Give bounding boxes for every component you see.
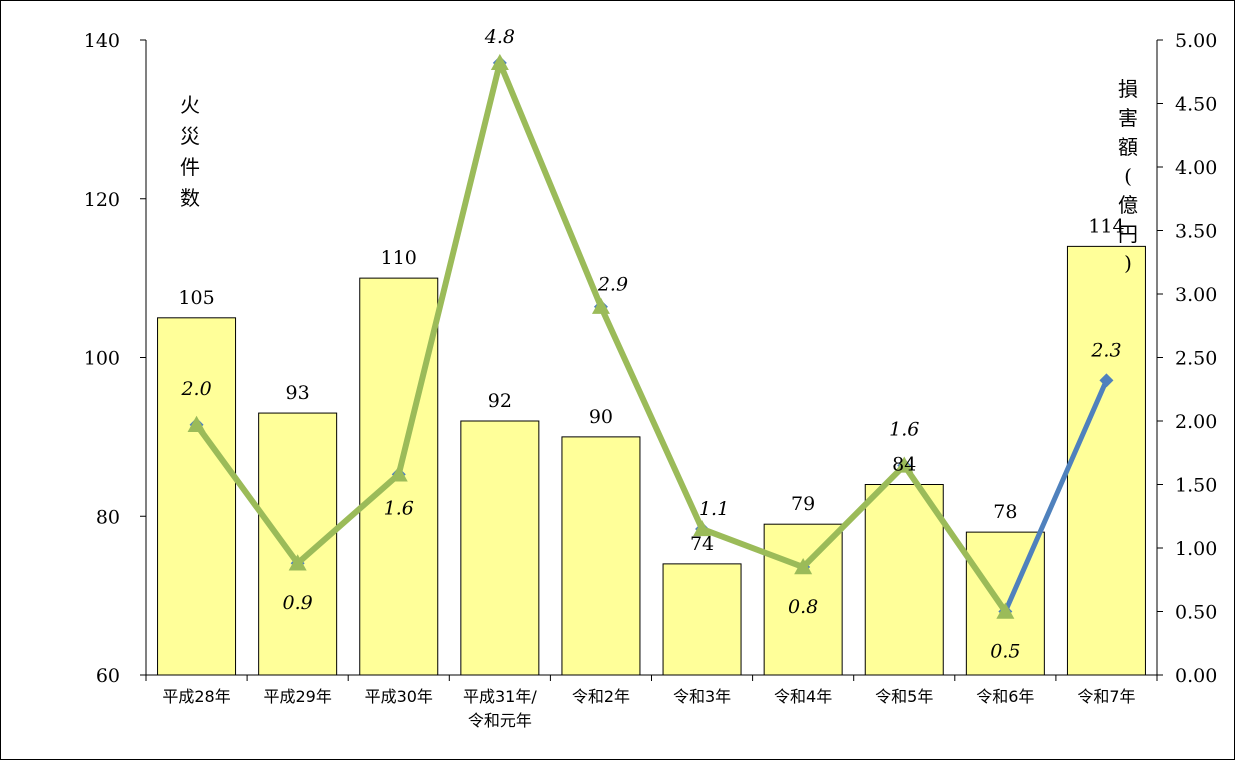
y-axis-title-char: 災 bbox=[180, 124, 200, 148]
triangle-marker bbox=[288, 554, 307, 571]
triangle-marker bbox=[490, 53, 509, 71]
x-tick-label: 令和元年 bbox=[468, 711, 532, 730]
bar bbox=[460, 420, 540, 676]
bar-value-label: 90 bbox=[589, 406, 613, 428]
bar-value-label: 114 bbox=[1088, 215, 1124, 237]
triangle-marker bbox=[389, 465, 408, 482]
diamond-marker bbox=[1099, 373, 1114, 388]
labels-layer: 105 93 110 92 90 74 79 84 78 114 2.0 0.9 1.6 4.8 2.9 1.… bbox=[178, 26, 1124, 663]
bar bbox=[561, 436, 641, 676]
x-tick-label: 平成31年/ bbox=[463, 687, 537, 706]
y2-axis-title-char: 億 bbox=[1118, 193, 1138, 217]
triangle-marker bbox=[895, 456, 914, 473]
bar-value-label: 78 bbox=[993, 501, 1017, 523]
x-tick-label: 平成30年 bbox=[365, 687, 433, 706]
y-tick-label: 60 bbox=[96, 665, 120, 687]
bar-value-label: 74 bbox=[690, 533, 714, 555]
bar bbox=[763, 523, 843, 676]
y2-tick-label: 4.00 bbox=[1175, 157, 1217, 179]
y2-axis-title-char: 損 bbox=[1118, 77, 1138, 101]
line-value-label: 1.1 bbox=[699, 498, 729, 520]
y2-tick-label: 3.50 bbox=[1175, 221, 1217, 243]
lines-layer bbox=[187, 53, 1114, 619]
y-axis-title-char: 件 bbox=[180, 155, 200, 179]
y-tick-label: 140 bbox=[84, 30, 120, 52]
triangle-marker bbox=[187, 415, 206, 433]
triangle-marker bbox=[794, 558, 813, 575]
line-value-label: 0.9 bbox=[283, 592, 313, 614]
bar-value-label: 105 bbox=[178, 287, 214, 309]
x-tick-label: 令和3年 bbox=[673, 687, 731, 706]
y-tick-label: 100 bbox=[84, 348, 120, 370]
y2-tick-label: 3.00 bbox=[1175, 284, 1217, 306]
axes-layer: 60 80 100 120 140 0.00 0.50 1.00 1.50 2.00 2.50 3.0… bbox=[84, 30, 1218, 730]
y-axis-title: 火災件数 bbox=[180, 93, 200, 210]
y2-tick-label: 4.50 bbox=[1175, 94, 1217, 116]
bar bbox=[662, 563, 742, 676]
x-tick-label: 平成29年 bbox=[263, 687, 331, 706]
y2-axis-title: 損害額 ( 億円) bbox=[1118, 77, 1138, 275]
y2-tick-label: 2.50 bbox=[1175, 348, 1217, 370]
y2-axis-title-char: 害 bbox=[1118, 106, 1138, 130]
line-value-label: 1.6 bbox=[889, 418, 919, 440]
y2-axis-title-char: ( bbox=[1124, 164, 1132, 188]
x-tick-label: 令和5年 bbox=[875, 687, 933, 706]
triangle-marker bbox=[996, 602, 1015, 619]
y2-axis-title-char: ) bbox=[1124, 251, 1132, 275]
x-tick-label: 令和4年 bbox=[774, 687, 832, 706]
y2-axis-title-char: 額 bbox=[1118, 135, 1138, 159]
bar-value-label: 79 bbox=[791, 493, 815, 515]
triangle-marker bbox=[591, 297, 610, 314]
bar bbox=[258, 412, 338, 676]
y-axis-title-char: 火 bbox=[180, 93, 200, 117]
bar bbox=[157, 317, 237, 676]
y-tick-label: 120 bbox=[84, 189, 120, 211]
y2-tick-label: 5.00 bbox=[1175, 30, 1217, 52]
x-tick-label: 令和6年 bbox=[976, 687, 1034, 706]
x-tick-label: 令和7年 bbox=[1077, 687, 1135, 706]
line-value-label: 2.3 bbox=[1090, 339, 1121, 361]
y-axis-title-char: 数 bbox=[180, 186, 200, 210]
y2-axis-title-char: 円 bbox=[1118, 222, 1138, 246]
x-tick-label: 令和2年 bbox=[572, 687, 630, 706]
line-value-label: 2.0 bbox=[180, 378, 211, 400]
bar-value-label: 84 bbox=[892, 454, 916, 476]
y2-tick-label: 0.50 bbox=[1175, 602, 1217, 624]
line-value-label: 1.6 bbox=[384, 497, 414, 519]
line-value-label: 0.5 bbox=[990, 641, 1020, 663]
x-tick-label: 平成28年 bbox=[162, 687, 230, 706]
bar-value-label: 93 bbox=[286, 382, 310, 404]
y2-tick-label: 1.50 bbox=[1175, 475, 1217, 497]
triangle-marker bbox=[693, 519, 712, 537]
bar-value-label: 92 bbox=[488, 390, 512, 412]
y2-tick-label: 1.00 bbox=[1175, 538, 1217, 560]
y2-tick-label: 2.00 bbox=[1175, 411, 1217, 433]
bar bbox=[1066, 245, 1146, 676]
bar bbox=[864, 484, 944, 676]
y-tick-label: 80 bbox=[96, 506, 120, 528]
line-value-label: 0.8 bbox=[788, 596, 818, 618]
line-value-label: 4.8 bbox=[484, 26, 515, 48]
y2-tick-label: 0.00 bbox=[1175, 665, 1217, 687]
bar-value-label: 110 bbox=[381, 247, 417, 269]
line-value-label: 2.9 bbox=[597, 274, 628, 296]
